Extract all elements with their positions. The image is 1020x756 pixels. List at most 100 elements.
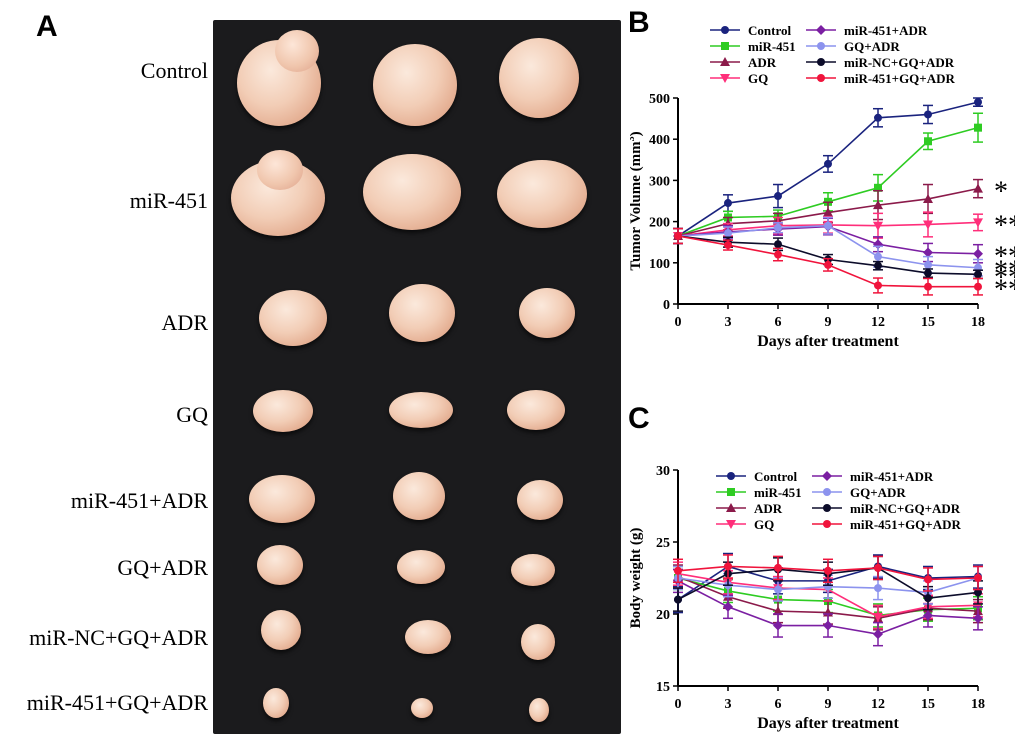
- legend-item: GQ: [716, 517, 774, 532]
- tumor: [405, 620, 451, 654]
- legend-marker: [817, 74, 825, 82]
- data-point: [924, 594, 932, 603]
- data-point: [874, 113, 882, 122]
- data-point: [874, 261, 882, 270]
- data-point: [924, 137, 932, 146]
- data-point: [823, 620, 833, 631]
- row-label-mir451-adr: miR-451+ADR: [70, 488, 208, 513]
- legend-label: miR-NC+GQ+ADR: [844, 55, 955, 70]
- data-point: [974, 588, 982, 597]
- significance-marker: ***: [994, 256, 1015, 287]
- legend-marker: [817, 42, 825, 50]
- legend-label: GQ+ADR: [850, 485, 906, 500]
- legend-item: ADR: [710, 55, 777, 70]
- data-point: [974, 98, 982, 107]
- legend-marker: [823, 504, 831, 512]
- significance-marker: *: [994, 177, 1008, 208]
- row-label-mir451-gq-adr: miR-451+GQ+ADR: [26, 690, 208, 715]
- series-mir-451-gq-adr: [673, 227, 983, 296]
- legend-item: GQ+ADR: [806, 39, 900, 54]
- legend-item: miR-451+GQ+ADR: [806, 71, 955, 86]
- data-point: [773, 606, 783, 616]
- tumor: [389, 284, 455, 342]
- tumor: [363, 154, 461, 230]
- tumor: [499, 38, 579, 118]
- legend-item: ADR: [716, 501, 783, 516]
- data-point: [773, 620, 783, 631]
- data-point: [824, 221, 832, 230]
- data-point: [924, 269, 932, 278]
- data-point: [873, 629, 883, 640]
- y-tick-label: 400: [649, 133, 670, 148]
- tumor: [373, 44, 457, 126]
- data-point: [874, 281, 882, 290]
- legend-marker: [721, 42, 729, 50]
- legend-item: GQ+ADR: [812, 485, 906, 500]
- significance-marker: ***: [994, 275, 1015, 306]
- y-tick-label: 25: [656, 536, 670, 551]
- y-axis-label: Body weight (g): [630, 528, 644, 629]
- data-point: [923, 247, 933, 258]
- legend-marker: [720, 74, 730, 83]
- data-point: [674, 595, 682, 604]
- legend-item: miR-451: [710, 39, 796, 54]
- legend-marker: [823, 488, 831, 496]
- data-point: [924, 575, 932, 584]
- data-point: [774, 240, 782, 249]
- legend-label: Control: [748, 23, 791, 38]
- significance-marker: ***: [994, 262, 1015, 293]
- data-point: [924, 110, 932, 119]
- x-tick-label: 9: [825, 697, 832, 712]
- data-point: [974, 123, 982, 132]
- x-tick-label: 6: [775, 315, 782, 330]
- tumor: [497, 160, 587, 228]
- tumor: [261, 610, 301, 650]
- data-point: [774, 250, 782, 259]
- panel-b-letter: B: [628, 6, 650, 39]
- legend-marker: [726, 503, 736, 512]
- x-axis-label: Days after treatment: [757, 715, 899, 732]
- significance-marker: ***: [994, 242, 1015, 273]
- tumor: [411, 698, 433, 718]
- data-point: [724, 241, 732, 250]
- data-point: [874, 252, 882, 261]
- data-point: [924, 282, 932, 291]
- y-tick-label: 100: [649, 257, 670, 272]
- body-weight-chart: 15 20 25 30 0 3 6 9 12 15 18 Days after treatment Bo…: [630, 464, 985, 732]
- x-tick-label: 3: [725, 697, 732, 712]
- legend-item: miR-NC+GQ+ADR: [806, 55, 955, 70]
- row-label-mir451: miR-451: [129, 188, 208, 213]
- legend-label: miR-451: [748, 39, 796, 54]
- data-point: [974, 574, 982, 582]
- tumor: [529, 698, 549, 722]
- row-label-adr: ADR: [161, 310, 208, 335]
- legend-label: Control: [754, 469, 797, 484]
- tumor-photograph: [213, 20, 621, 734]
- x-tick-label: 0: [675, 697, 682, 712]
- tumor: [511, 554, 555, 586]
- data-point: [973, 183, 983, 193]
- x-tick-label: 6: [775, 697, 782, 712]
- tumor: [257, 150, 303, 190]
- data-point: [724, 199, 732, 208]
- data-point: [823, 207, 833, 217]
- y-axis-label: Tumor Volume (mm3): [630, 131, 644, 270]
- legend-marker: [823, 520, 831, 528]
- data-point: [973, 248, 983, 259]
- data-point: [824, 566, 832, 575]
- tumor: [275, 30, 319, 72]
- tumor-volume-chart: 0 100 200 300 400 500 0 3 6 9 12 15 18 Days after tre…: [630, 23, 1015, 350]
- legend-marker: [720, 57, 730, 66]
- data-point: [924, 260, 932, 269]
- tumor: [389, 392, 453, 428]
- x-tick-label: 15: [921, 315, 935, 330]
- row-label-mirnc-gq-adr: miR-NC+GQ+ADR: [29, 625, 208, 650]
- x-tick-label: 0: [675, 315, 682, 330]
- legend-marker: [727, 488, 735, 496]
- data-point: [824, 260, 832, 269]
- data-point: [724, 562, 732, 571]
- y-tick-label: 500: [649, 92, 670, 107]
- legend-label: GQ: [748, 71, 768, 86]
- y-tick-label: 30: [656, 464, 670, 479]
- data-point: [874, 183, 882, 192]
